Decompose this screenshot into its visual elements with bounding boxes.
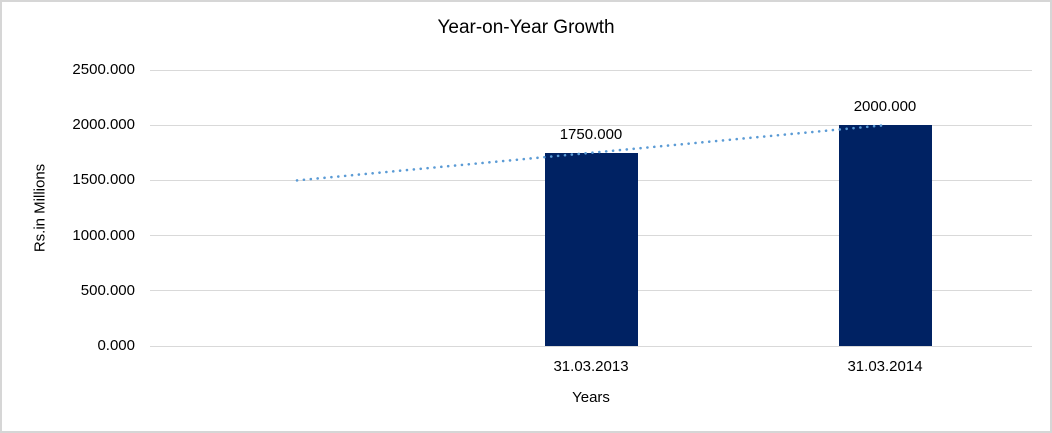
x-axis-title: Years <box>572 389 610 406</box>
y-tick-label: 0.000 <box>97 337 135 354</box>
y-tick-label: 500.000 <box>80 281 135 299</box>
bar <box>544 152 638 346</box>
y-tick-label: 1500.000 <box>72 171 135 189</box>
bar <box>838 125 932 346</box>
bar-value-label: 1750.000 <box>559 125 623 143</box>
gridline <box>150 345 1032 347</box>
y-tick-label: 1000.000 <box>72 226 135 244</box>
x-tick-label: 31.03.2013 <box>553 358 629 375</box>
y-tick-label: 2500.000 <box>72 61 135 78</box>
x-tick-label: 31.03.2014 <box>847 358 923 375</box>
bar-value-label: 2000.000 <box>853 98 917 116</box>
gridline <box>150 69 1032 71</box>
chart-title: Year-on-Year Growth <box>437 17 615 38</box>
y-tick-label: 2000.000 <box>72 116 135 134</box>
